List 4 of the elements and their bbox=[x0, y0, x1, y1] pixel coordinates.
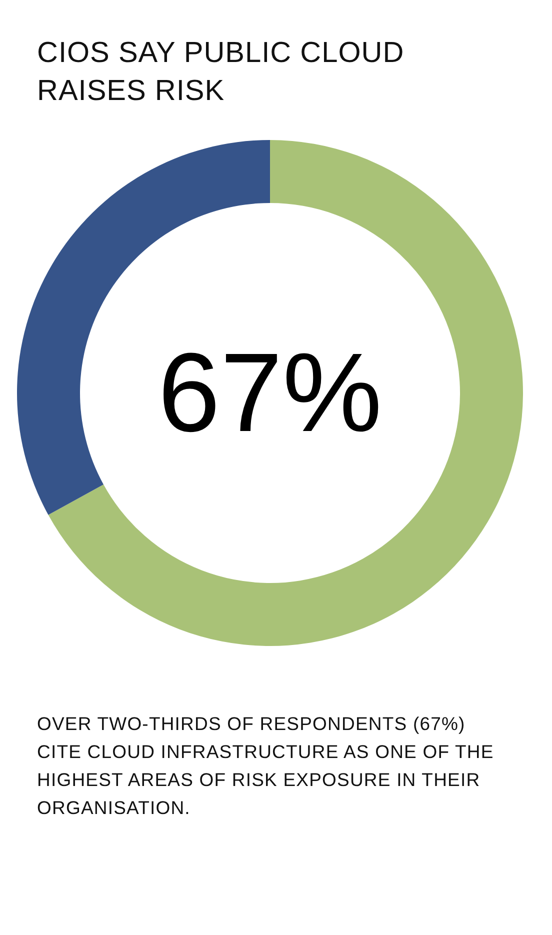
text: OVER TWO-THIRDS OF RESPONDENTS (67%) CITE CLOUD INFRASTRUCTURE AS ONE OF THE HIGHEST AREAS OF RISK EXPOSURE IN THEIR ORGANISATION. bbox=[37, 712, 495, 820]
chart-title: CIOS SAY PUBLIC CLOUD RAISES RISK bbox=[37, 36, 406, 109]
donut-slice bbox=[48, 140, 523, 646]
text: 67% bbox=[158, 330, 382, 455]
